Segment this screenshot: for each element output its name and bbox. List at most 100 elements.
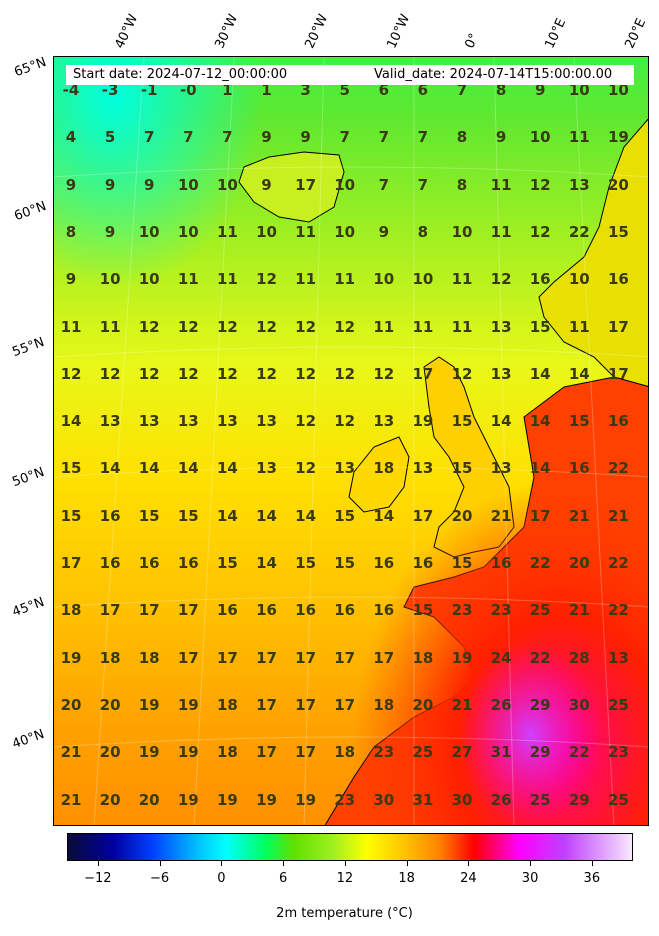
temperature-value: 10 — [138, 270, 160, 289]
temperature-value: 9 — [534, 81, 546, 99]
temperature-value: 27 — [451, 743, 473, 762]
temperature-value: 6 — [378, 81, 390, 99]
temperature-value: 16 — [412, 554, 434, 572]
temperature-value: 12 — [99, 364, 121, 383]
temperature-value: 15 — [607, 222, 629, 241]
temperature-value: 12 — [334, 364, 356, 383]
temperature-value: 13 — [256, 459, 277, 478]
temperature-value: 22 — [607, 554, 629, 572]
temperature-value: 16 — [568, 459, 590, 478]
temperature-value: 15 — [451, 459, 473, 478]
colorbar — [67, 833, 633, 861]
temperature-value: 13 — [490, 317, 512, 336]
lon-label-20w: 20°W — [302, 12, 332, 51]
temperature-value: 18 — [60, 601, 82, 620]
temperature-value: 10 — [412, 270, 434, 289]
temperature-value: 18 — [334, 743, 356, 762]
temperature-value: 10 — [334, 222, 356, 241]
temperature-map: -4 -3 -1 -0 1 1 3 5 6 6 7 8 9 10 10 4 5 7 7 7 9 9 7 7 7 8 9 10 11 19 9… — [53, 56, 649, 826]
temperature-value: 23 — [373, 743, 395, 762]
temperature-value: 10 — [177, 175, 199, 194]
temperature-value: 17 — [177, 601, 199, 620]
temperature-value: 10 — [529, 128, 551, 147]
temperature-value: 14 — [60, 412, 82, 431]
temperature-value: 12 — [529, 222, 551, 241]
temperature-value: 1 — [222, 81, 233, 99]
temperature-value: 10 — [373, 270, 395, 289]
temperature-value: 11 — [216, 222, 238, 241]
temperature-value: 14 — [295, 506, 317, 525]
temperature-value: 15 — [60, 506, 82, 525]
temperature-value: 15 — [412, 601, 434, 620]
temperature-value: 16 — [177, 554, 199, 572]
temperature-value: 25 — [412, 743, 434, 762]
temperature-value: 25 — [607, 695, 629, 714]
temperature-value: 17 — [295, 175, 317, 194]
temperature-value: 10 — [607, 81, 629, 99]
temperature-value: 17 — [216, 648, 238, 667]
temperature-value: 7 — [378, 128, 390, 147]
temperature-value: 16 — [99, 506, 121, 525]
temperature-value: 20 — [451, 506, 473, 525]
temperature-value: 14 — [256, 554, 277, 572]
temperature-value: 23 — [490, 601, 512, 620]
temperature-value: 12 — [138, 364, 160, 383]
temperature-value: 9 — [65, 270, 77, 289]
temperature-value: 29 — [529, 695, 551, 714]
temperature-value: 16 — [256, 601, 277, 620]
colorbar-tick-label: 36 — [583, 871, 601, 886]
temperature-value: 19 — [451, 648, 473, 667]
temperature-value: 11 — [412, 317, 434, 336]
temperature-value: 5 — [104, 128, 116, 147]
lon-label-20e: 20°E — [622, 16, 650, 51]
temperature-value: 29 — [568, 790, 590, 809]
temperature-value: 11 — [451, 270, 473, 289]
temperature-value: 7 — [417, 175, 429, 194]
temperature-value: 13 — [412, 459, 434, 478]
temperature-value: 13 — [607, 648, 629, 667]
temperature-value: 22 — [529, 554, 551, 572]
temperature-value: 7 — [456, 81, 468, 99]
temperature-value: 17 — [60, 554, 82, 572]
temperature-value: 17 — [256, 695, 277, 714]
temperature-value: 11 — [490, 175, 512, 194]
temperature-value: 17 — [607, 317, 629, 336]
temperature-value: 20 — [99, 743, 121, 762]
temperature-value: 25 — [529, 790, 551, 809]
temperature-value: 17 — [295, 743, 317, 762]
temperature-value: 15 — [334, 554, 356, 572]
temperature-value: 23 — [451, 601, 473, 620]
temperature-value: 9 — [378, 222, 390, 241]
temperature-value: 11 — [451, 317, 473, 336]
temperature-value: 17 — [412, 506, 434, 525]
temperature-value: 7 — [378, 175, 390, 194]
temperature-value: 15 — [529, 317, 551, 336]
header-box — [66, 65, 634, 85]
temperature-value: 13 — [490, 459, 512, 478]
temperature-value: 17 — [256, 648, 277, 667]
temperature-value: 12 — [295, 459, 317, 478]
temperature-value: 10 — [568, 81, 590, 99]
temperature-value: 14 — [568, 364, 590, 383]
temperature-value: 13 — [256, 412, 277, 431]
temperature-value: 21 — [451, 695, 473, 714]
lon-label-10w: 10°W — [384, 12, 414, 51]
temperature-value: 13 — [490, 364, 512, 383]
temperature-value: 26 — [490, 790, 512, 809]
temperature-value: 13 — [334, 459, 356, 478]
colorbar-title: 2m temperature (°C) — [276, 906, 413, 921]
colorbar-tick-mark — [344, 861, 346, 866]
temperature-value: 12 — [295, 364, 317, 383]
temperature-value: 14 — [177, 459, 199, 478]
temperature-value: 16 — [99, 554, 121, 572]
temperature-value: 11 — [177, 270, 199, 289]
temperature-value: 24 — [490, 648, 512, 667]
temperature-value: 11 — [373, 317, 395, 336]
temperature-value: 12 — [177, 364, 199, 383]
colorbar-tick-mark — [159, 861, 161, 866]
temperature-value: -4 — [62, 81, 80, 99]
temperature-value: 9 — [65, 175, 77, 194]
temperature-value: 21 — [607, 506, 629, 525]
temperature-value: 14 — [256, 506, 277, 525]
temperature-value: 29 — [529, 743, 551, 762]
